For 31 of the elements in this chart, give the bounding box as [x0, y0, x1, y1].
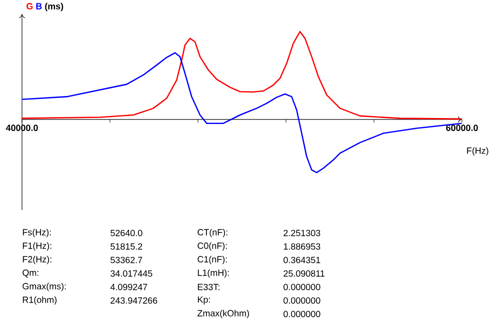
text: 0.000000 [284, 284, 320, 290]
text: CT(nF): [198, 228, 228, 238]
text: 0.000000 [284, 310, 320, 318]
text: G [26, 3, 33, 10]
text: 2.251303 [284, 230, 320, 236]
text: E33T: [198, 284, 220, 290]
text: L1(mH): [198, 269, 229, 278]
text: 34.017445 [110, 270, 152, 277]
text: Kp: [198, 296, 210, 305]
text: 243.947266 [110, 297, 158, 304]
text: Fs(Hz): [22, 228, 51, 238]
text: 53362.7 [110, 256, 142, 264]
text: Qm: [22, 270, 38, 278]
x-axis-title: F(Hz) [467, 147, 488, 156]
text: 4.099247 [110, 284, 148, 290]
text: F2(Hz): [22, 256, 52, 264]
text: 25.090811 [284, 270, 324, 277]
text: Zmax(kOhm) [197, 310, 249, 318]
text: F1(Hz): [22, 242, 52, 251]
text: 1.886953 [284, 243, 320, 250]
y-axis-title: (ms) [45, 2, 64, 12]
text: C0(nF): [198, 242, 227, 251]
text: 52640.0 [110, 230, 142, 236]
text: B [36, 3, 42, 10]
text: R1(ohm) [22, 296, 57, 305]
text: 51815.2 [110, 243, 142, 250]
text: C1(nF): [198, 256, 227, 264]
text: 0.364351 [284, 256, 320, 264]
text: Gmax(ms): [22, 282, 66, 292]
text: 0.000000 [284, 297, 320, 304]
x-tick-label: 60000.0 [446, 124, 478, 132]
